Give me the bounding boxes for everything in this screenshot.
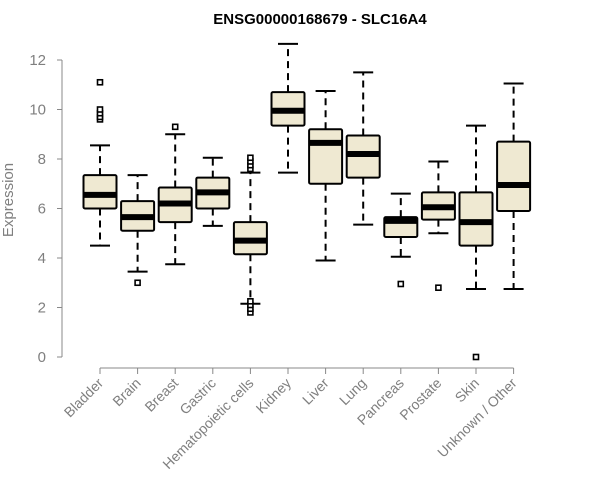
x-tick-label: Breast	[141, 375, 181, 415]
outlier-point	[435, 284, 442, 292]
y-axis: 0 2 4 6 8 10 12	[29, 52, 63, 366]
outlier-point	[96, 106, 104, 113]
outlier-point	[472, 353, 480, 361]
x-tick-label: Prostate	[396, 375, 444, 423]
box-pancreas	[383, 192, 419, 288]
box-kidney	[270, 42, 306, 174]
chart-title: ENSG00000168679 - SLC16A4	[213, 11, 427, 28]
y-tick-label: 2	[38, 300, 46, 317]
x-tick-label: Lung	[336, 375, 369, 408]
y-axis-label: Expression	[0, 163, 17, 237]
box-lung	[345, 71, 381, 226]
y-tick-label: 0	[38, 349, 46, 366]
y-tick-label: 4	[38, 250, 46, 267]
box-brain	[120, 174, 156, 287]
iqr-box	[82, 174, 118, 210]
box-hematopoietic-cells	[232, 154, 268, 316]
x-tick-label: Liver	[299, 375, 332, 408]
x-tick-label: Skin	[452, 375, 483, 406]
outlier-point	[247, 298, 254, 305]
y-tick-label: 8	[38, 151, 46, 168]
box-skin	[458, 124, 494, 361]
x-tick-label: Brain	[109, 375, 143, 409]
y-tick-label: 10	[29, 102, 46, 119]
x-tick-label: Kidney	[253, 375, 295, 417]
y-tick-label: 6	[38, 201, 46, 218]
y-tick-label: 12	[29, 52, 46, 69]
boxes-group	[82, 42, 532, 361]
x-tick-label: Bladder	[61, 375, 107, 421]
iqr-box	[496, 140, 532, 212]
iqr-box	[458, 191, 494, 247]
outlier-point	[96, 78, 104, 86]
box-bladder	[82, 78, 118, 247]
box-gastric	[195, 156, 231, 227]
outlier-point	[134, 279, 141, 287]
outlier-point	[397, 280, 405, 288]
iqr-box	[308, 128, 344, 185]
outlier-point	[171, 123, 179, 131]
box-liver	[308, 89, 344, 262]
box-breast	[157, 123, 193, 266]
outlier-point	[247, 154, 254, 162]
box-unknown-other	[496, 82, 532, 290]
box-prostate	[420, 160, 456, 292]
